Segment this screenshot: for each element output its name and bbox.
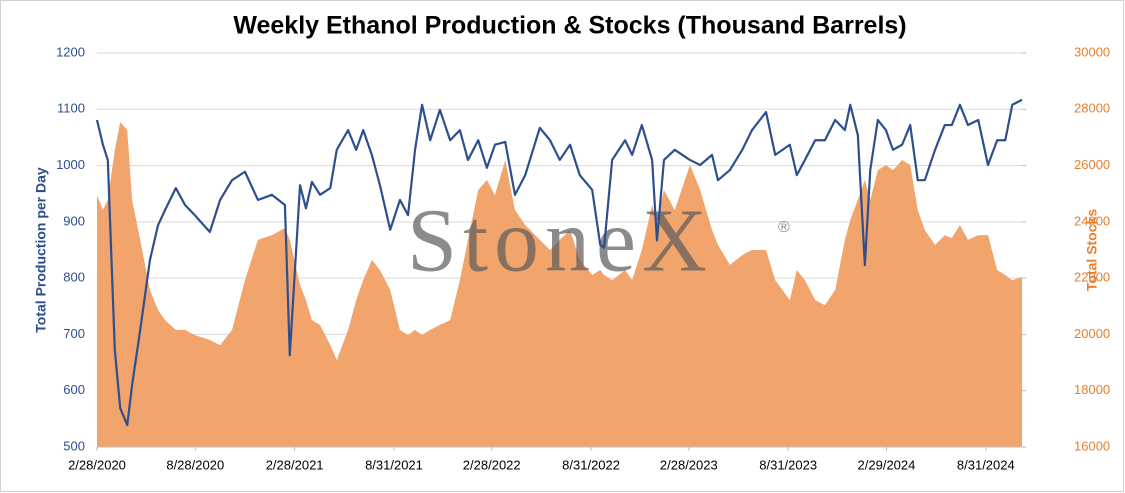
y2-tick-label: 24000: [1074, 213, 1110, 228]
x-tick-label: 2/28/2020: [68, 457, 126, 472]
x-tick-label: 2/28/2022: [463, 457, 521, 472]
y2-tick-label: 26000: [1074, 157, 1110, 172]
y2-tick-label: 20000: [1074, 326, 1110, 341]
y-tick-label: 800: [63, 270, 85, 285]
stocks-area: [97, 121, 1022, 447]
x-tick-label: 8/31/2023: [759, 457, 817, 472]
y2-tick-label: 16000: [1074, 438, 1110, 453]
y-tick-label: 1000: [56, 157, 85, 172]
watermark: StoneX: [407, 192, 713, 291]
y2-tick-label: 22000: [1074, 270, 1110, 285]
x-tick-label: 8/28/2020: [166, 457, 224, 472]
y-axis-label: Total Production per Day: [33, 167, 49, 333]
x-tick-label: 2/28/2023: [660, 457, 718, 472]
x-tick-label: 2/29/2024: [858, 457, 916, 472]
y-tick-label: 700: [63, 326, 85, 341]
y-tick-label: 500: [63, 438, 85, 453]
chart-title: Weekly Ethanol Production & Stocks (Thou…: [233, 12, 906, 40]
y2-tick-label: 28000: [1074, 101, 1110, 116]
y-tick-label: 1100: [57, 101, 85, 116]
x-tick-label: 8/31/2022: [562, 457, 620, 472]
production-line: [95, 98, 1023, 427]
x-tick-label: 2/28/2021: [266, 457, 324, 472]
y2-axis-label: Total Stocks: [1084, 209, 1100, 291]
x-tick-label: 8/31/2021: [365, 457, 423, 472]
y2-tick-label: 18000: [1074, 382, 1110, 397]
y-tick-label: 1200: [56, 44, 85, 59]
y-tick-label: 600: [63, 382, 85, 397]
x-tick-label: 8/31/2024: [957, 457, 1015, 472]
watermark-mark: ®: [778, 219, 790, 236]
y-tick-label: 900: [63, 213, 85, 228]
y2-tick-label: 30000: [1074, 44, 1110, 59]
